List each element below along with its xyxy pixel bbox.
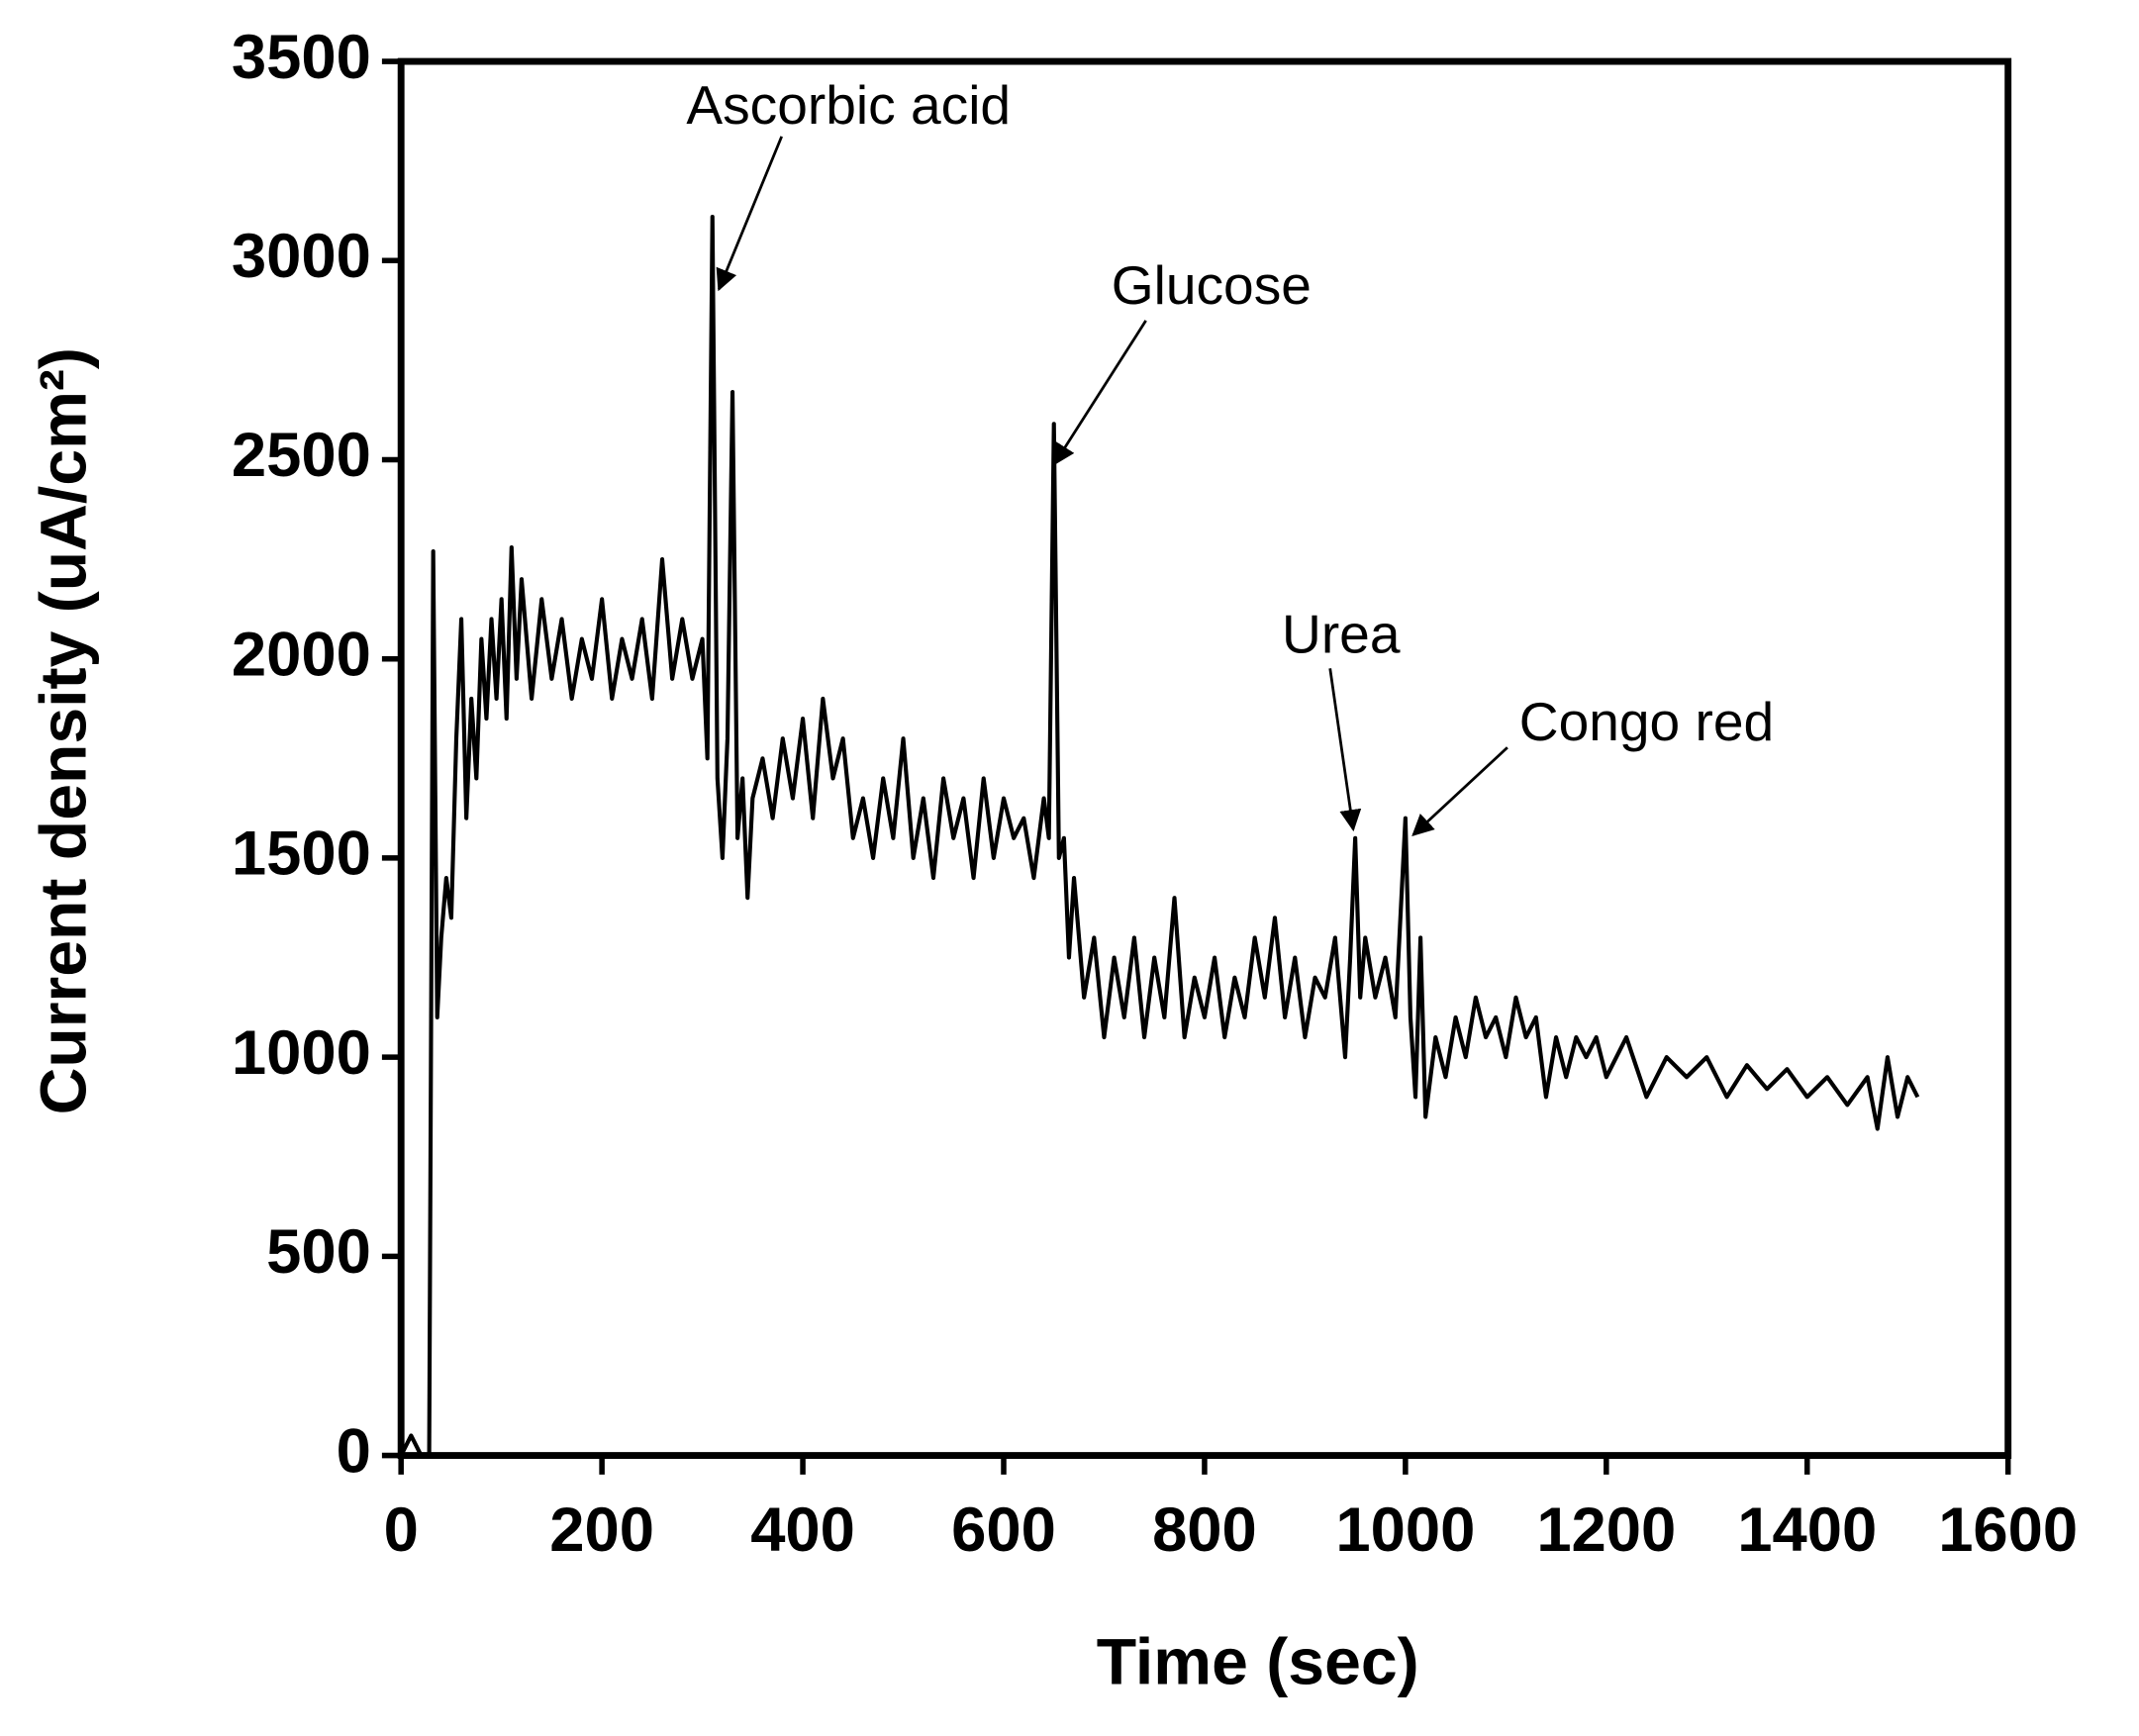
annotation: Ascorbic acid <box>686 74 1011 136</box>
x-tick-label: 1600 <box>1938 1495 2078 1565</box>
annotation: Glucose <box>1112 254 1312 316</box>
data-line <box>399 214 1920 1458</box>
x-tick-label: 0 <box>384 1495 419 1565</box>
y-tick-label: 0 <box>337 1416 371 1486</box>
y-tick-label: 2000 <box>232 620 371 689</box>
annotation: Urea <box>1282 604 1401 665</box>
y-tick-label: 1000 <box>232 1018 371 1088</box>
y-tick-label: 3000 <box>232 222 371 291</box>
annotation: Congo red <box>1519 691 1774 752</box>
plot-area <box>399 214 1920 1458</box>
annotation-arrows <box>716 136 1508 836</box>
arrow <box>1411 746 1508 836</box>
y-axis-label: Current density (uA/cm²) <box>27 347 100 1114</box>
y-tick-label: 2500 <box>232 421 371 490</box>
arrow <box>1053 320 1147 466</box>
x-axis-label: Time (sec) <box>1097 1626 1419 1699</box>
x-tick-label: 200 <box>549 1495 654 1565</box>
x-tick-label: 1000 <box>1335 1495 1475 1565</box>
x-tick-label: 600 <box>951 1495 1056 1565</box>
y-tick-label: 3500 <box>232 23 371 92</box>
arrow <box>716 136 783 292</box>
y-tick-label: 1500 <box>232 820 371 889</box>
x-tick-label: 800 <box>1152 1495 1257 1565</box>
x-tick-label: 400 <box>750 1495 855 1565</box>
x-tick-label: 1200 <box>1536 1495 1676 1565</box>
y-tick-label: 500 <box>266 1217 371 1287</box>
arrow <box>1328 668 1362 832</box>
x-tick-label: 1400 <box>1737 1495 1877 1565</box>
